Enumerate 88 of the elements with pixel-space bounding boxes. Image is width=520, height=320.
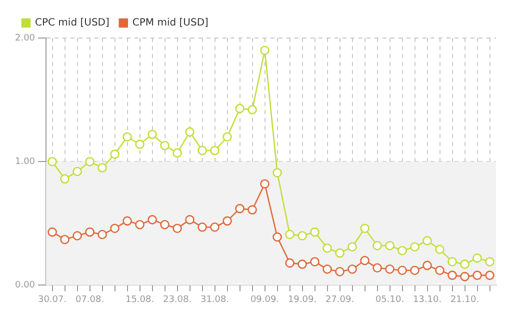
point: [185, 215, 194, 224]
point: [385, 241, 394, 250]
point: [110, 150, 120, 159]
point: [260, 179, 270, 188]
point: [122, 132, 132, 142]
point: [298, 260, 307, 269]
point: [122, 216, 132, 226]
point: [385, 264, 394, 274]
point: [422, 260, 432, 270]
legend-label: CPC mid [USD]: [35, 18, 110, 29]
point: [48, 156, 57, 166]
point: [185, 127, 194, 137]
point: [272, 232, 282, 242]
x-tick-label: 19.09.: [288, 294, 317, 305]
point: [360, 224, 370, 233]
point: [48, 227, 57, 237]
point: [348, 242, 357, 252]
point: [135, 140, 144, 149]
point: [372, 241, 382, 250]
point: [472, 270, 482, 280]
point: [372, 263, 382, 273]
point: [235, 204, 244, 214]
point: [335, 266, 344, 276]
point: [398, 266, 407, 276]
x-tick-label: 23.08.: [162, 294, 192, 305]
point: [348, 264, 357, 274]
point: [172, 224, 182, 233]
point: [422, 236, 432, 246]
x-tick-label: 09.09.: [250, 294, 280, 305]
point: [198, 222, 207, 232]
point: [210, 222, 220, 232]
point: [60, 234, 70, 244]
point: [335, 248, 344, 258]
point: [98, 163, 107, 172]
point: [72, 166, 82, 176]
point: [222, 216, 232, 226]
point: [285, 230, 294, 240]
point: [148, 130, 157, 140]
point: [72, 231, 82, 240]
point: [260, 46, 270, 56]
x-tick-label: 30.07.: [38, 294, 67, 305]
point: [310, 227, 320, 237]
point: [310, 257, 320, 266]
point: [222, 132, 232, 142]
point: [322, 243, 332, 253]
x-tick-label: 15.08.: [125, 294, 154, 305]
y-tick-label: 0.00: [14, 280, 36, 291]
point: [448, 270, 457, 280]
point: [272, 168, 282, 178]
point: [460, 272, 470, 282]
x-tick-label: 21.10.: [450, 294, 480, 305]
point: [248, 205, 257, 214]
point: [298, 231, 307, 240]
x-tick-label: 13.10.: [412, 294, 442, 305]
point: [360, 256, 370, 266]
x-tick-label: 07.08.: [75, 294, 104, 305]
point: [448, 257, 457, 266]
point: [172, 148, 182, 158]
point: [472, 253, 482, 263]
point: [285, 258, 294, 268]
y-tick-label: 2.00: [14, 33, 36, 44]
point: [398, 246, 407, 256]
point: [85, 227, 94, 237]
point: [148, 215, 157, 224]
point: [410, 242, 420, 252]
point: [160, 220, 170, 230]
point: [410, 266, 420, 276]
x-tick-label: 31.08.: [200, 294, 230, 305]
x-tick-label: 27.09.: [325, 294, 354, 305]
legend-label: CPM mid [USD]: [132, 18, 209, 29]
point: [322, 264, 332, 274]
point: [110, 224, 120, 233]
point: [160, 140, 170, 150]
x-tick-label: 05.10.: [375, 294, 404, 305]
point: [460, 260, 470, 269]
point: [485, 270, 494, 280]
point: [435, 266, 444, 276]
point: [85, 156, 94, 166]
point: [135, 220, 144, 230]
point: [60, 174, 70, 184]
point: [235, 104, 244, 114]
y-tick-label: 1.00: [14, 156, 36, 167]
point: [210, 146, 220, 156]
point: [435, 244, 444, 254]
point: [485, 257, 494, 266]
point: [248, 105, 257, 114]
point: [98, 230, 107, 240]
point: [198, 146, 207, 156]
